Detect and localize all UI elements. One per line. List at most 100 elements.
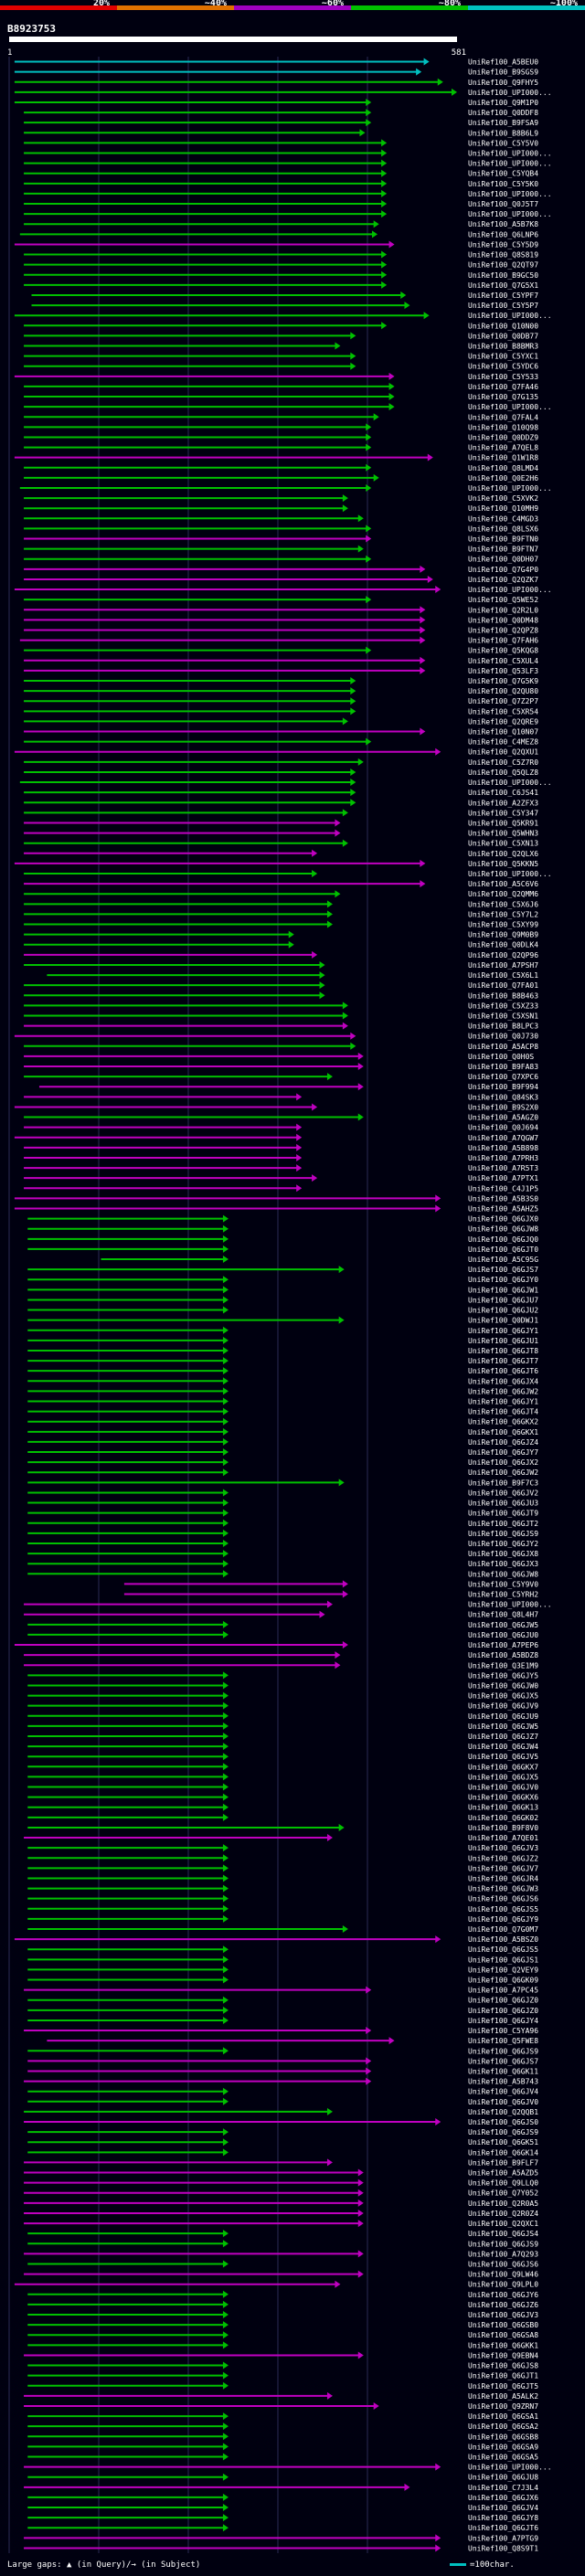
hit-label[interactable]: UniRef100_Q6GJT7 [468, 1357, 538, 1365]
hit-row[interactable]: UniRef100_C5YRH2 [123, 1590, 538, 1599]
hit-row[interactable]: UniRef100_Q9FHY5 [14, 78, 538, 87]
hit-row[interactable]: UniRef100_A5B7K8 [24, 220, 538, 228]
hit-row[interactable]: UniRef100_Q6GJV4 [27, 2504, 538, 2512]
hit-label[interactable]: UniRef100_Q7FA46 [468, 383, 538, 391]
hit-label[interactable]: UniRef100_Q6GJR4 [468, 1874, 538, 1882]
hit-label[interactable]: UniRef100_Q6GJU2 [468, 1307, 538, 1315]
hit-row[interactable]: UniRef100_Q0DWJ1 [27, 1316, 538, 1325]
hit-row[interactable]: UniRef100_Q7G5K9 [24, 677, 538, 685]
hit-row[interactable]: UniRef100_Q5KQG8 [24, 646, 538, 655]
hit-row[interactable]: UniRef100_Q2QP96 [24, 950, 538, 959]
hit-label[interactable]: UniRef100_Q6GJT4 [468, 1408, 538, 1416]
hit-row[interactable]: UniRef100_A5C95G [101, 1256, 539, 1264]
hit-row[interactable]: UniRef100_Q6GJY6 [27, 2290, 538, 2299]
hit-row[interactable]: UniRef100_Q6GJW2 [27, 1468, 538, 1477]
hit-row[interactable]: UniRef100_A7Q293 [24, 2250, 538, 2258]
hit-row[interactable]: UniRef100_Q6GJZ6 [27, 2300, 538, 2309]
hit-row[interactable]: UniRef100_C4MEZ8 [24, 737, 538, 747]
hit-row[interactable]: UniRef100_Q6GJV5 [27, 1753, 538, 1761]
hit-label[interactable]: UniRef100_Q2QXC1 [468, 2220, 538, 2228]
hit-label[interactable]: UniRef100_B9FLF7 [468, 2158, 538, 2167]
hit-label[interactable]: UniRef100_C5XN13 [468, 840, 538, 848]
hit-label[interactable]: UniRef100_Q2QMM6 [468, 890, 538, 898]
hit-label[interactable]: UniRef100_Q9M1P0 [468, 99, 538, 107]
hit-row[interactable]: UniRef100_UPI000... [19, 483, 552, 493]
hit-label[interactable]: UniRef100_Q10N00 [468, 322, 538, 330]
hit-row[interactable]: UniRef100_Q6GJS0 [24, 2118, 538, 2126]
hit-label[interactable]: UniRef100_Q0J730 [468, 1033, 538, 1041]
hit-label[interactable]: UniRef100_Q10MH9 [468, 504, 538, 513]
hit-row[interactable]: UniRef100_Q5WHN3 [24, 829, 538, 838]
hit-row[interactable]: UniRef100_UPI000... [24, 1600, 552, 1609]
hit-label[interactable]: UniRef100_C5YRH2 [468, 1591, 538, 1599]
hit-label[interactable]: UniRef100_Q6GJW0 [468, 1681, 538, 1690]
hit-label[interactable]: UniRef100_Q0E2H6 [468, 474, 538, 482]
hit-label[interactable]: UniRef100_Q6GK51 [468, 2138, 538, 2147]
hit-row[interactable]: UniRef100_Q6GJS7 [27, 2057, 538, 2065]
hit-row[interactable]: UniRef100_Q2R2L0 [24, 606, 538, 614]
hit-row[interactable]: UniRef100_A7R5T3 [24, 1164, 538, 1172]
hit-row[interactable]: UniRef100_Q6GJT8 [27, 1346, 538, 1355]
hit-row[interactable]: UniRef100_Q6GJY1 [27, 1326, 538, 1335]
hit-row[interactable]: UniRef100_C5Y5D9 [14, 240, 538, 249]
hit-label[interactable]: UniRef100_Q6GJS9 [468, 1530, 538, 1538]
hit-label[interactable]: UniRef100_B9F994 [468, 1083, 538, 1091]
hit-label[interactable]: UniRef100_Q6GJW4 [468, 1743, 538, 1751]
hit-label[interactable]: UniRef100_Q6GJZ0 [468, 1997, 538, 2005]
hit-row[interactable]: UniRef100_Q2QLX6 [24, 849, 538, 858]
hit-row[interactable]: UniRef100_Q6GJW8 [27, 1570, 538, 1578]
hit-row[interactable]: UniRef100_Q6GJR4 [27, 1874, 538, 1882]
hit-row[interactable]: UniRef100_Q6GJT6 [27, 2524, 538, 2532]
hit-row[interactable]: UniRef100_Q6GJT7 [27, 1357, 538, 1365]
hit-row[interactable]: UniRef100_Q6GJU0 [27, 1630, 538, 1639]
hit-row[interactable]: UniRef100_A5BDZ8 [24, 1651, 538, 1659]
hit-label[interactable]: UniRef100_Q9M0B9 [468, 931, 538, 939]
hit-row[interactable]: UniRef100_B8LPC3 [24, 1022, 538, 1031]
hit-row[interactable]: UniRef100_Q6GSA1 [27, 2412, 538, 2421]
hit-row[interactable]: UniRef100_Q6GJW8 [27, 1224, 538, 1234]
hit-row[interactable]: UniRef100_A7PTX1 [24, 1174, 538, 1182]
hit-label[interactable]: UniRef100_A5AGZ0 [468, 1114, 538, 1122]
hit-row[interactable]: UniRef100_Q7G0M7 [27, 1925, 538, 1934]
hit-label[interactable]: UniRef100_Q7Z2P7 [468, 697, 538, 705]
hit-label[interactable]: UniRef100_Q0DM48 [468, 616, 538, 624]
hit-row[interactable]: UniRef100_Q0E2H6 [24, 473, 538, 482]
hit-row[interactable]: UniRef100_B9S2X0 [14, 1103, 538, 1111]
hit-row[interactable]: UniRef100_Q1W1R8 [14, 453, 538, 462]
hit-row[interactable]: UniRef100_Q8S819 [24, 250, 538, 260]
hit-row[interactable]: UniRef100_Q9M0B9 [24, 930, 538, 939]
hit-row[interactable]: UniRef100_Q6GJU2 [27, 1306, 538, 1315]
hit-label[interactable]: UniRef100_Q6GJS6 [468, 2260, 538, 2268]
hit-row[interactable]: UniRef100_Q3E1M9 [24, 1661, 538, 1670]
hit-label[interactable]: UniRef100_Q6GJS6 [468, 1895, 538, 1903]
hit-label[interactable]: UniRef100_Q0DDF8 [468, 109, 538, 117]
hit-label[interactable]: UniRef100_Q8S9T1 [468, 2544, 538, 2552]
hit-row[interactable]: UniRef100_Q8LMD4 [24, 463, 538, 472]
hit-row[interactable]: UniRef100_Q7G135 [24, 393, 538, 401]
hit-label[interactable]: UniRef100_B9FA83 [468, 1063, 538, 1071]
hit-label[interactable]: UniRef100_Q6GJT1 [468, 2372, 538, 2380]
hit-row[interactable]: UniRef100_Q7Z2P7 [24, 697, 538, 705]
hit-label[interactable]: UniRef100_Q6GJU0 [468, 1631, 538, 1639]
hit-label[interactable]: UniRef100_Q2QQB1 [468, 2108, 538, 2116]
hit-row[interactable]: UniRef100_B9F8V0 [27, 1823, 538, 1832]
hit-label[interactable]: UniRef100_Q6GSA1 [468, 2412, 538, 2421]
hit-row[interactable]: UniRef100_UPI000... [24, 403, 552, 411]
hit-row[interactable]: UniRef100_C5Y7L2 [24, 910, 538, 918]
hit-row[interactable]: UniRef100_Q6GJS4 [27, 2230, 538, 2238]
hit-label[interactable]: UniRef100_Q6GKX7 [468, 1763, 538, 1771]
hit-label[interactable]: UniRef100_Q2QLX6 [468, 850, 538, 858]
hit-row[interactable]: UniRef100_Q6GJX2 [27, 1458, 538, 1467]
hit-label[interactable]: UniRef100_Q6GJU8 [468, 2474, 538, 2482]
hit-row[interactable]: UniRef100_Q6GJV7 [27, 1864, 538, 1872]
hit-row[interactable]: UniRef100_C4MGD3 [24, 514, 538, 523]
hit-row[interactable]: UniRef100_Q2R0A5 [24, 2199, 538, 2208]
hit-label[interactable]: UniRef100_C5Y5K0 [468, 180, 538, 188]
hit-row[interactable]: UniRef100_Q6GSB0 [27, 2321, 538, 2329]
hit-label[interactable]: UniRef100_Q2QRE9 [468, 717, 538, 726]
hit-row[interactable]: UniRef100_Q5FWE8 [47, 2037, 538, 2045]
hit-row[interactable]: UniRef100_A7QE01 [24, 1834, 538, 1842]
hit-label[interactable]: UniRef100_Q6GKX6 [468, 1794, 538, 1802]
hit-row[interactable]: UniRef100_B8BMR3 [24, 342, 538, 351]
hit-row[interactable]: UniRef100_UPI000... [24, 870, 552, 878]
